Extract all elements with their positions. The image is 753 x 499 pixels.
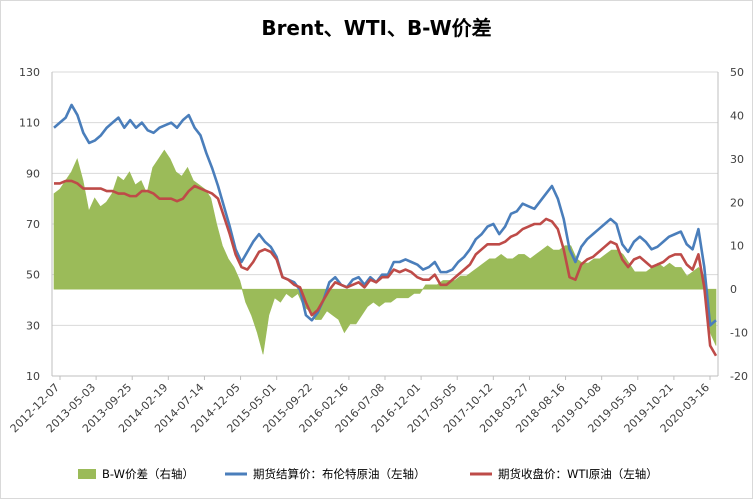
series-area-spread [53,149,717,355]
line-layer [53,103,718,357]
y-left-tick-label: 90 [26,167,40,180]
y-left-tick-label: 130 [19,66,40,79]
y-right-tick-label: 20 [730,196,744,209]
legend-label: 期货结算价：布伦特原油（左轴） [253,467,426,481]
y-right-tick-label: -20 [730,370,748,383]
area-layer [53,149,717,355]
y-right-tick-label: -10 [730,327,748,340]
series-line-brent [53,103,717,327]
legend-label: 期货收盘价：WTI原油（左轴） [498,467,658,481]
chart-title: Brent、WTI、B-W价差 [261,16,492,40]
y-left-tick-label: 110 [19,117,40,130]
y-right-tick-label: 40 [730,109,744,122]
series-line-wti [54,179,718,357]
y-right-tick-label: 10 [730,240,744,253]
y-right-tick-label: 30 [730,153,744,166]
legend-layer: B-W价差（右轴） 期货结算价：布伦特原油（左轴） 期货收盘价：WTI原油（左轴） [78,467,658,481]
y-left-tick-label: 70 [26,218,40,231]
legend-swatch-spread [78,469,96,479]
y-left-tick-label: 30 [26,319,40,332]
y-right-tick-label: 50 [730,66,744,79]
y-left-tick-label: 10 [26,370,40,383]
legend-label: B-W价差（右轴） [102,467,194,481]
y-left-tick-label: 50 [26,269,40,282]
y-right-tick-label: 0 [730,283,737,296]
